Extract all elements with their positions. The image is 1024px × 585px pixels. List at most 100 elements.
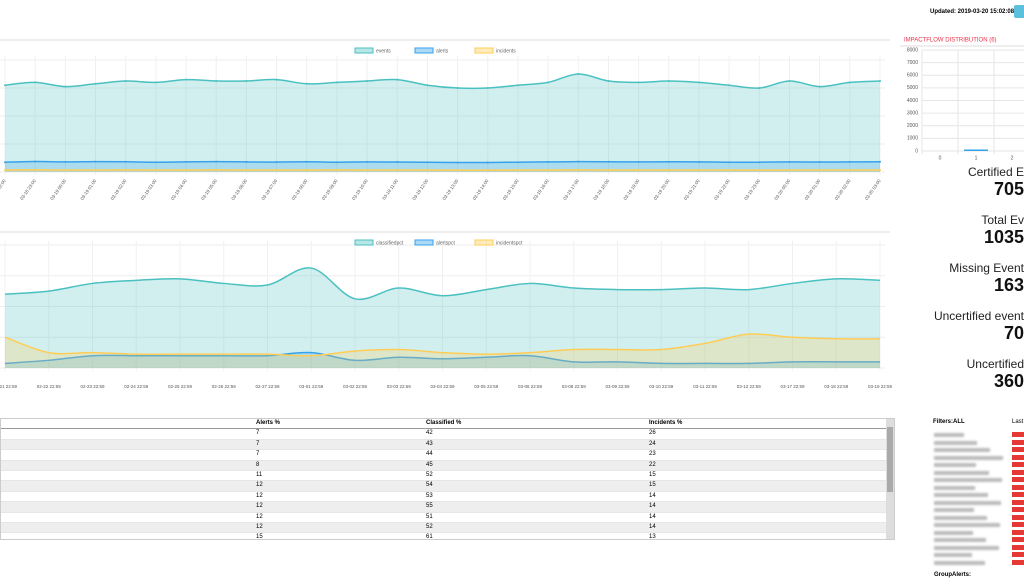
x-tick-label: 03-19 02:00: [110, 178, 128, 201]
x-tick-label: 03-20 02:00: [834, 178, 852, 201]
point: [848, 169, 851, 172]
point: [215, 80, 218, 82]
filter-bar: [1012, 454, 1024, 460]
y-tick-label: 6000: [907, 73, 918, 79]
cell: 44: [426, 451, 433, 458]
legend-swatch: [354, 47, 374, 54]
point: [547, 81, 550, 84]
header-cell: Alerts %: [256, 420, 281, 426]
point: [245, 160, 248, 163]
point: [486, 161, 489, 164]
point: [697, 160, 700, 163]
x-tick-label: 03-19 14:00: [472, 178, 490, 201]
point: [758, 87, 761, 89]
cell: 12: [256, 513, 263, 520]
x-tick-label: 03-19 21:00: [683, 178, 701, 201]
filter-item: [934, 440, 977, 445]
table-header: Alerts % Classified % Incidents %: [1, 419, 894, 430]
legend-label: classifiedpct: [376, 240, 404, 246]
x-tick-label: 03-10 22:59: [649, 384, 674, 389]
filter-bar: [1012, 559, 1024, 565]
x-tick-label: 0: [939, 155, 942, 161]
x-tick-label: 03-18 23:00: [19, 178, 37, 201]
cell: 54: [426, 482, 433, 489]
point: [34, 160, 37, 163]
legend-swatch: [414, 47, 434, 54]
point: [486, 87, 489, 89]
table-row: 12 52 14: [1, 522, 894, 534]
kpi-label: Uncertified event: [933, 309, 1024, 323]
table-row: 12 55 14: [1, 502, 894, 513]
cell: 12: [256, 482, 263, 489]
point: [697, 81, 700, 84]
point: [305, 169, 308, 172]
series-line: [4, 351, 880, 365]
legend-swatch: [414, 239, 434, 246]
x-tick-label: 03-12 22:59: [737, 384, 762, 389]
point: [486, 169, 489, 172]
filter-bar: [1012, 432, 1024, 437]
point: [335, 168, 338, 171]
point: [305, 160, 308, 163]
point: [124, 80, 127, 82]
x-tick-label: 03-19 22:59: [868, 384, 893, 389]
header-cell: Classified %: [426, 420, 462, 426]
series-line: [4, 160, 881, 164]
x-tick-label: 03-19 19:00: [623, 178, 641, 201]
filter-item: [934, 500, 1001, 505]
filter-item: [934, 545, 999, 550]
cell: 7: [256, 451, 260, 458]
cell: 7: [256, 430, 260, 437]
table-row: 7 42 26: [1, 429, 894, 440]
filter-item: [934, 448, 990, 452]
kpi: Uncertified event 70: [934, 309, 1024, 344]
point: [34, 81, 37, 84]
group-alerts: GroupAlerts:: [934, 572, 972, 578]
series-area: [5, 267, 880, 368]
table: Alerts % Classified % Incidents % 7 42 26 7 43 2…: [0, 418, 895, 540]
x-tick-label: 03-19 11:00: [381, 178, 399, 201]
point: [366, 80, 369, 82]
filter-bar: [1012, 537, 1024, 542]
filter-item: [934, 463, 976, 467]
cell: 24: [649, 440, 656, 447]
updated: Updated: 2019-03-20 15:02:08: [930, 9, 1015, 15]
point: [456, 169, 459, 172]
series-line: [4, 73, 881, 90]
x-tick-label: 03-19 16:00: [532, 178, 550, 201]
x-tick-label: 03-19 15:00: [502, 178, 520, 201]
kpi: Total Ev 1035: [981, 213, 1024, 248]
filter-bar: [1012, 484, 1024, 490]
filter-bar: [1012, 522, 1024, 527]
kpi: Uncertified 360: [967, 357, 1024, 392]
point: [848, 81, 851, 84]
table-row: 7 44 23: [1, 450, 894, 461]
y-tick-label: 1000: [907, 136, 918, 142]
scrollbar[interactable]: [886, 419, 894, 539]
table-row: 8 45 22: [1, 460, 894, 471]
point: [64, 85, 67, 88]
x-tick-label: 03-03 22:59: [387, 384, 412, 389]
point: [4, 84, 6, 87]
x-tick-label: 02-21 22:59: [0, 384, 18, 389]
legend-label: alerts: [436, 48, 449, 54]
cell: 51: [426, 513, 433, 520]
x-tick-label: 03-06 22:59: [518, 384, 543, 389]
x-tick-label: 02-27 22:59: [255, 384, 280, 389]
x-tick-label: 1: [975, 155, 978, 161]
x-tick-label: 03-19 20:00: [653, 178, 671, 201]
kpi-label: Total Ev: [981, 213, 1024, 227]
x-tick-label: 03-19 07:00: [260, 178, 278, 201]
x-tick-label: 03-20 00:00: [773, 178, 791, 201]
point: [577, 73, 580, 75]
point: [879, 80, 881, 82]
refresh-button[interactable]: [1014, 5, 1024, 18]
series-area: [5, 73, 880, 172]
x-tick-label: 03-17 22:59: [780, 384, 805, 389]
point: [426, 84, 429, 87]
point: [335, 81, 338, 84]
series-area: [5, 333, 880, 368]
point: [758, 161, 761, 164]
x-tick-label: 03-19 08:00: [291, 178, 309, 201]
